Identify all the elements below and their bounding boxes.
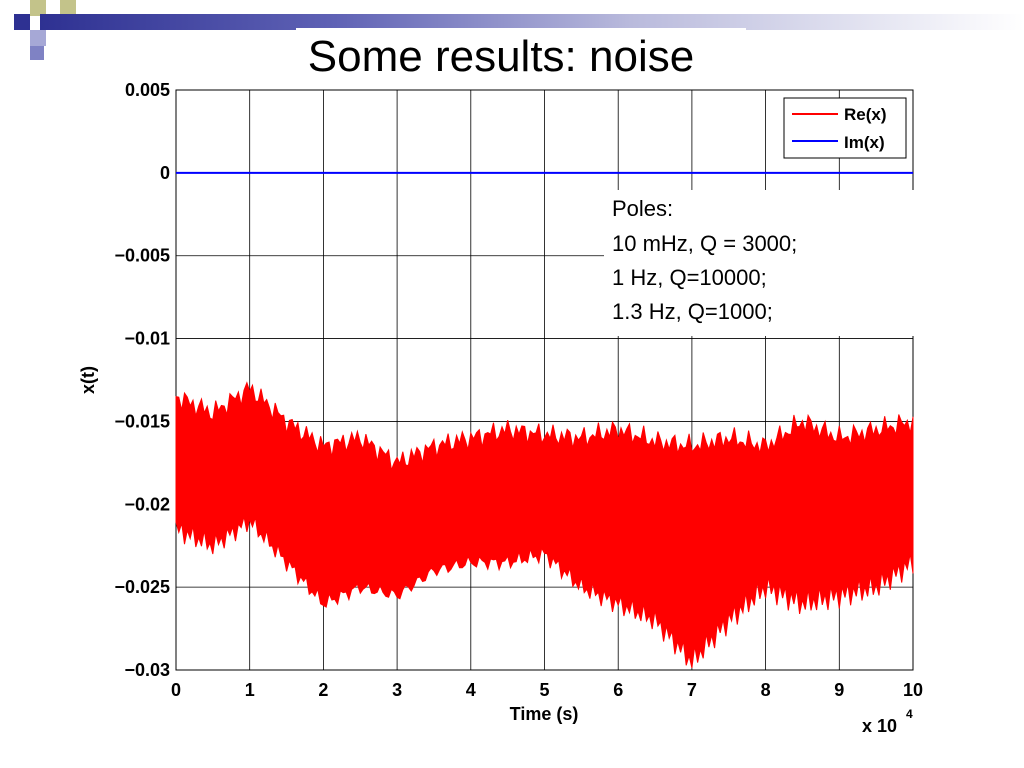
y-tick-label: 0 — [160, 163, 170, 183]
x-axis-multiplier: x 10 — [862, 716, 897, 736]
data-layer — [175, 171, 914, 669]
slide-title: Some results: noise — [307, 32, 695, 81]
decor-square-olive — [30, 0, 46, 16]
x-tick-label: 2 — [318, 680, 328, 700]
x-tick-label: 6 — [613, 680, 623, 700]
y-tick-label: −0.01 — [124, 329, 170, 349]
annotation-line: 1 Hz, Q=10000; — [612, 265, 767, 290]
annotation-line: Poles: — [612, 196, 673, 221]
title-bar-gradient — [40, 14, 1024, 30]
legend: Re(x) Im(x) — [783, 97, 907, 159]
y-axis-label: x(t) — [78, 366, 98, 394]
x-tick-labels: 0 1 2 3 4 5 6 7 8 9 10 — [171, 680, 923, 700]
x-tick-label: 7 — [687, 680, 697, 700]
x-tick-label: 4 — [466, 680, 476, 700]
decor-square-lilac-2 — [30, 46, 44, 60]
decor-square-dark — [14, 14, 30, 30]
y-tick-label: −0.005 — [114, 246, 170, 266]
y-tick-label: −0.02 — [124, 494, 170, 514]
legend-label-re: Re(x) — [844, 105, 887, 124]
x-axis-multiplier-exponent: 4 — [906, 707, 913, 721]
y-tick-label: −0.015 — [114, 411, 170, 431]
legend-box — [783, 97, 907, 159]
y-tick-label: −0.03 — [124, 660, 170, 680]
x-tick-label: 0 — [171, 680, 181, 700]
x-tick-label: 1 — [245, 680, 255, 700]
y-tick-labels: 0.005 0 −0.005 −0.01 −0.015 −0.02 −0.025 −0.03 — [114, 80, 170, 680]
x-tick-label: 10 — [903, 680, 923, 700]
title-box: Some results: noise — [296, 28, 746, 86]
x-axis-label: Time (s) — [510, 704, 579, 724]
x-tick-label: 3 — [392, 680, 402, 700]
x-tick-label: 8 — [761, 680, 771, 700]
annotation-line: 10 mHz, Q = 3000; — [612, 231, 797, 256]
poles-annotation: Poles: 10 mHz, Q = 3000; 1 Hz, Q=10000; … — [604, 190, 914, 336]
series-re-envelope — [175, 381, 914, 669]
x-tick-label: 5 — [539, 680, 549, 700]
decor-square-olive-2 — [60, 0, 76, 14]
annotation-line: 1.3 Hz, Q=1000; — [612, 299, 773, 324]
annotation-box — [604, 190, 914, 336]
y-tick-label: 0.005 — [125, 80, 170, 100]
y-tick-label: −0.025 — [114, 577, 170, 597]
decor-square-lilac — [30, 30, 46, 46]
x-tick-label: 9 — [834, 680, 844, 700]
legend-label-im: Im(x) — [844, 133, 885, 152]
